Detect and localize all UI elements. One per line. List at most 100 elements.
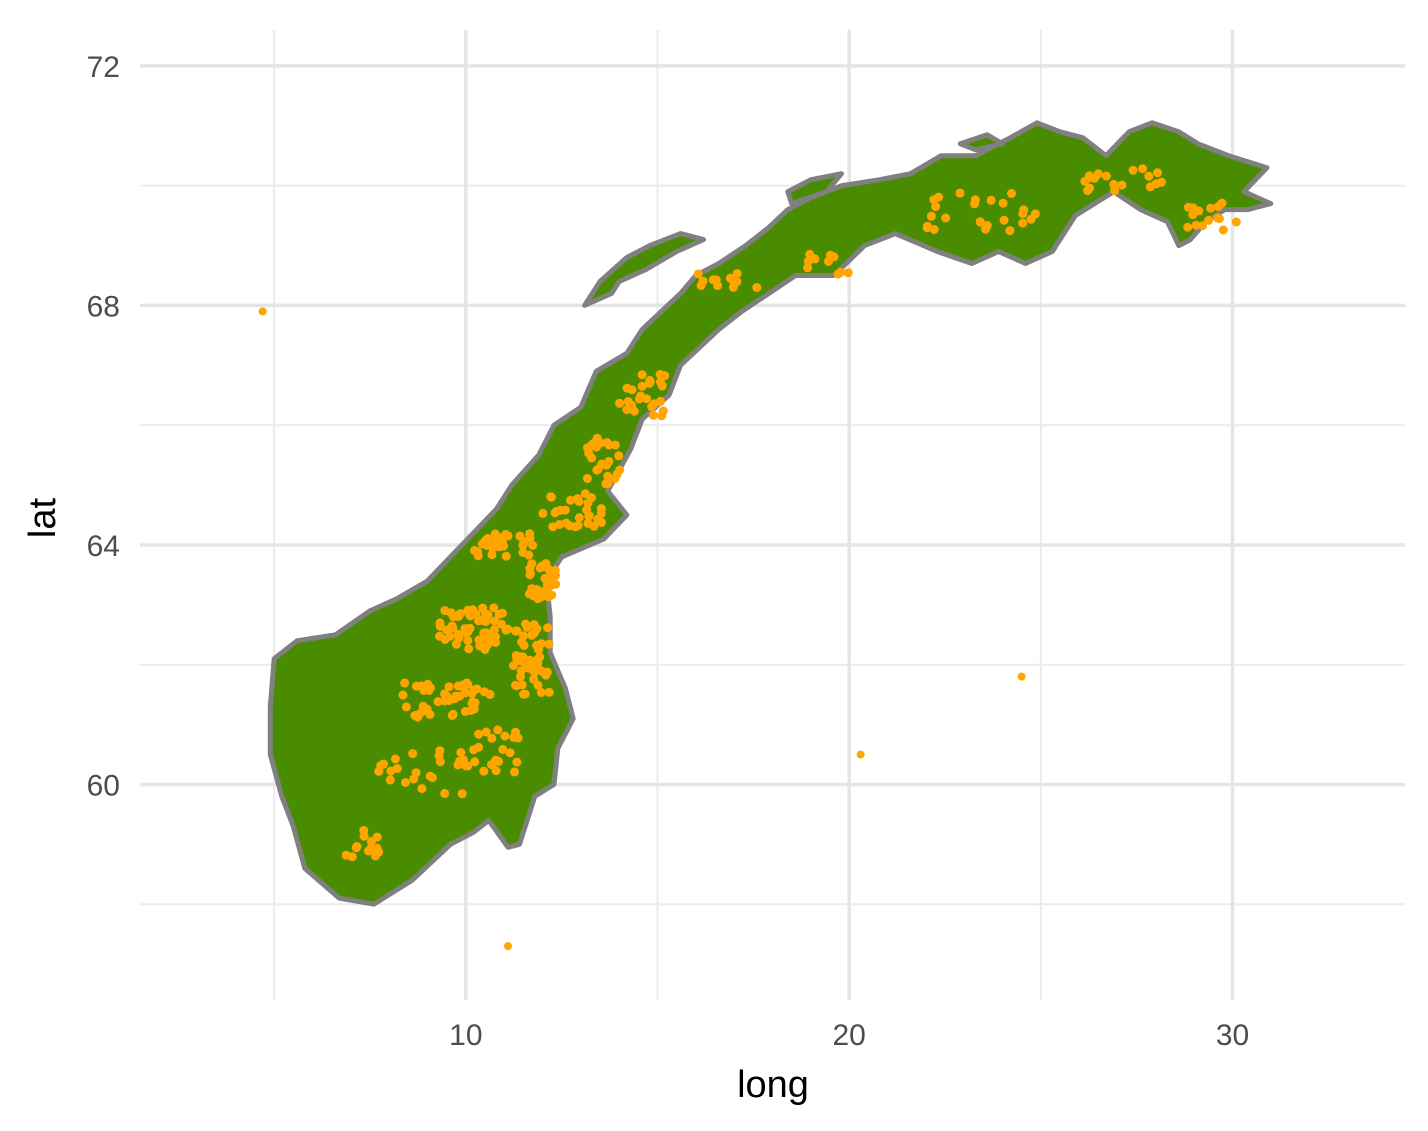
data-point: [341, 850, 351, 860]
data-point: [440, 689, 449, 699]
data-point: [503, 531, 513, 541]
data-point: [637, 381, 647, 391]
data-point: [448, 709, 458, 719]
point-layer: [258, 164, 1241, 951]
data-point: [550, 508, 560, 518]
data-point: [1218, 225, 1228, 235]
data-point: [592, 465, 602, 475]
data-point: [836, 267, 845, 277]
data-point: [975, 217, 985, 227]
data-point: [352, 842, 362, 852]
data-point: [622, 383, 632, 393]
data-point: [610, 474, 620, 484]
data-point: [503, 624, 513, 634]
data-point: [547, 590, 557, 600]
data-point: [934, 192, 944, 202]
island-polygon: [785, 171, 844, 207]
data-point: [582, 474, 592, 483]
data-point: [401, 702, 411, 712]
data-point: [596, 504, 606, 514]
mainland-polygon: [267, 120, 1274, 907]
data-point: [386, 766, 396, 776]
data-point: [385, 775, 395, 785]
data-point: [464, 644, 474, 654]
island-polygon: [957, 132, 1005, 153]
data-point: [489, 625, 499, 635]
data-point: [543, 623, 553, 633]
data-point: [526, 569, 535, 578]
data-point: [637, 370, 647, 380]
data-point: [463, 636, 473, 646]
data-point: [647, 402, 657, 412]
data-point: [604, 440, 614, 450]
data-point: [474, 729, 484, 739]
data-point: [408, 749, 418, 759]
data-point: [803, 256, 813, 266]
data-point: [529, 620, 539, 630]
data-point: [479, 766, 489, 776]
data-point: [711, 275, 721, 285]
data-point: [457, 789, 467, 799]
data-point: [517, 680, 527, 690]
data-point: [1204, 215, 1214, 225]
data-point: [1183, 222, 1193, 232]
data-point: [472, 547, 482, 556]
data-point: [398, 690, 408, 700]
data-point: [658, 406, 668, 416]
data-point: [660, 371, 670, 381]
data-point: [1206, 203, 1216, 213]
data-point: [535, 652, 545, 662]
data-point: [603, 471, 613, 481]
norway-land-map: [267, 120, 1274, 907]
data-point: [573, 494, 583, 504]
y-axis-title: lat: [22, 497, 64, 538]
data-point: [527, 630, 537, 640]
data-point: [529, 674, 539, 684]
data-point: [511, 626, 520, 636]
data-point: [584, 448, 594, 458]
data-point: [560, 505, 570, 515]
data-point: [457, 680, 467, 690]
data-point: [655, 396, 665, 406]
data-point: [487, 733, 497, 743]
data-point: [693, 269, 703, 279]
data-point: [435, 618, 445, 628]
data-point: [422, 704, 432, 714]
data-point: [519, 631, 528, 641]
data-point: [458, 755, 468, 765]
x-tick-label: 20: [832, 1019, 865, 1052]
data-point: [591, 437, 601, 447]
data-point: [500, 731, 510, 741]
data-point: [1085, 183, 1094, 193]
data-point: [510, 767, 519, 777]
data-point: [516, 672, 525, 682]
data-point: [614, 451, 624, 461]
data-point: [534, 645, 544, 655]
data-point: [986, 195, 996, 205]
data-point: [589, 521, 599, 531]
data-point: [479, 628, 489, 638]
data-point: [466, 706, 476, 715]
data-point: [491, 632, 500, 642]
data-point: [542, 579, 552, 589]
data-point: [450, 611, 460, 621]
data-point: [536, 687, 546, 697]
outlier-point: [258, 307, 267, 316]
data-point: [515, 531, 525, 541]
data-point: [497, 619, 506, 629]
data-point: [587, 493, 596, 503]
data-point: [523, 663, 533, 672]
data-point: [1214, 214, 1224, 224]
x-tick-label: 10: [449, 1019, 482, 1052]
data-point: [467, 698, 477, 708]
data-point: [447, 621, 457, 631]
data-point: [501, 551, 511, 561]
data-point: [435, 631, 445, 641]
data-point: [544, 687, 554, 697]
data-point: [549, 578, 559, 588]
data-point: [1191, 220, 1201, 230]
data-point: [538, 508, 548, 518]
data-point: [440, 606, 450, 616]
data-point: [1153, 168, 1162, 178]
data-point: [390, 754, 400, 764]
